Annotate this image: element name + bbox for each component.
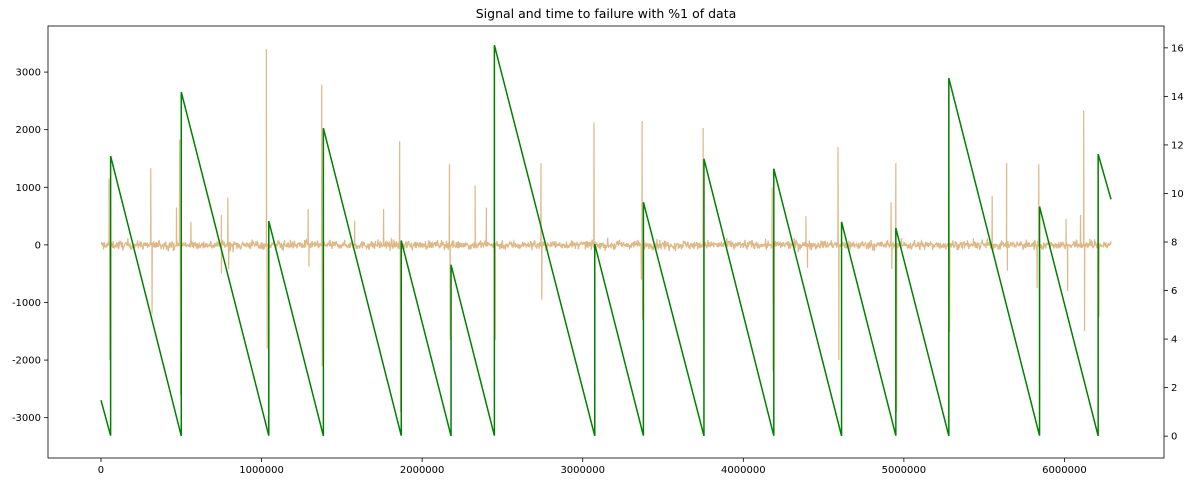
plot-frame [47, 25, 1165, 459]
y-left-tick-label: 3000 [16, 68, 41, 79]
x-tick-label: 3000000 [560, 465, 605, 476]
y-right-tick-label: 10 [1171, 189, 1184, 200]
y-right-tick-label: 16 [1171, 43, 1184, 54]
y-left-tick-label: 1000 [16, 183, 41, 194]
y-left-tick-label: -1000 [12, 298, 41, 309]
x-tick-label: 4000000 [721, 465, 766, 476]
y-right-tick-label: 8 [1171, 238, 1177, 249]
y-left-tick-label: -3000 [12, 413, 41, 424]
y-left-tick-label: -2000 [12, 356, 41, 367]
y-right-tick-label: 14 [1171, 92, 1184, 103]
x-tick-label: 2000000 [400, 465, 445, 476]
y-right-tick-label: 2 [1171, 383, 1177, 394]
y-right-tick-label: 4 [1171, 335, 1177, 346]
y-right-tick-label: 0 [1171, 432, 1177, 443]
chart-title: Signal and time to failure with %1 of da… [476, 6, 737, 21]
y-right-tick-label: 6 [1171, 286, 1177, 297]
y-left-tick-label: 2000 [16, 125, 41, 136]
x-tick-label: 6000000 [1042, 465, 1087, 476]
time-to-failure-series-line [100, 44, 1112, 437]
y-left-tick-label: 0 [35, 240, 41, 251]
x-tick-label: 1000000 [239, 465, 284, 476]
y-right-tick-label: 12 [1171, 140, 1184, 151]
x-tick-label: 0 [98, 465, 104, 476]
x-tick-label: 5000000 [882, 465, 927, 476]
signal-series-line [100, 46, 1112, 412]
